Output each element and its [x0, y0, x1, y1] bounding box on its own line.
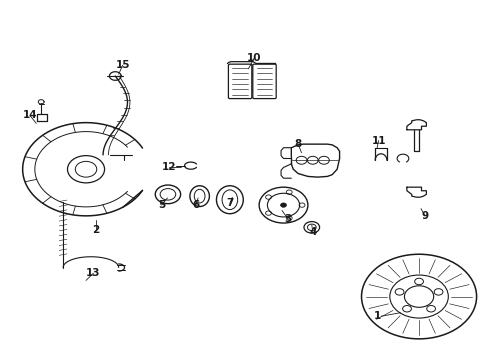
Text: 2: 2 — [92, 225, 99, 235]
Text: 9: 9 — [421, 211, 427, 221]
Text: 14: 14 — [22, 111, 37, 121]
Text: 13: 13 — [86, 268, 101, 278]
Text: 7: 7 — [226, 198, 233, 208]
Text: 5: 5 — [158, 200, 165, 210]
Text: 8: 8 — [294, 139, 301, 149]
Text: 4: 4 — [308, 227, 316, 237]
Text: 3: 3 — [284, 215, 291, 224]
Text: 15: 15 — [115, 60, 130, 70]
Text: 1: 1 — [373, 311, 380, 321]
Text: 6: 6 — [192, 200, 199, 210]
Text: 12: 12 — [162, 162, 176, 172]
Text: 10: 10 — [246, 53, 261, 63]
Text: 11: 11 — [370, 136, 385, 145]
Circle shape — [280, 203, 286, 207]
